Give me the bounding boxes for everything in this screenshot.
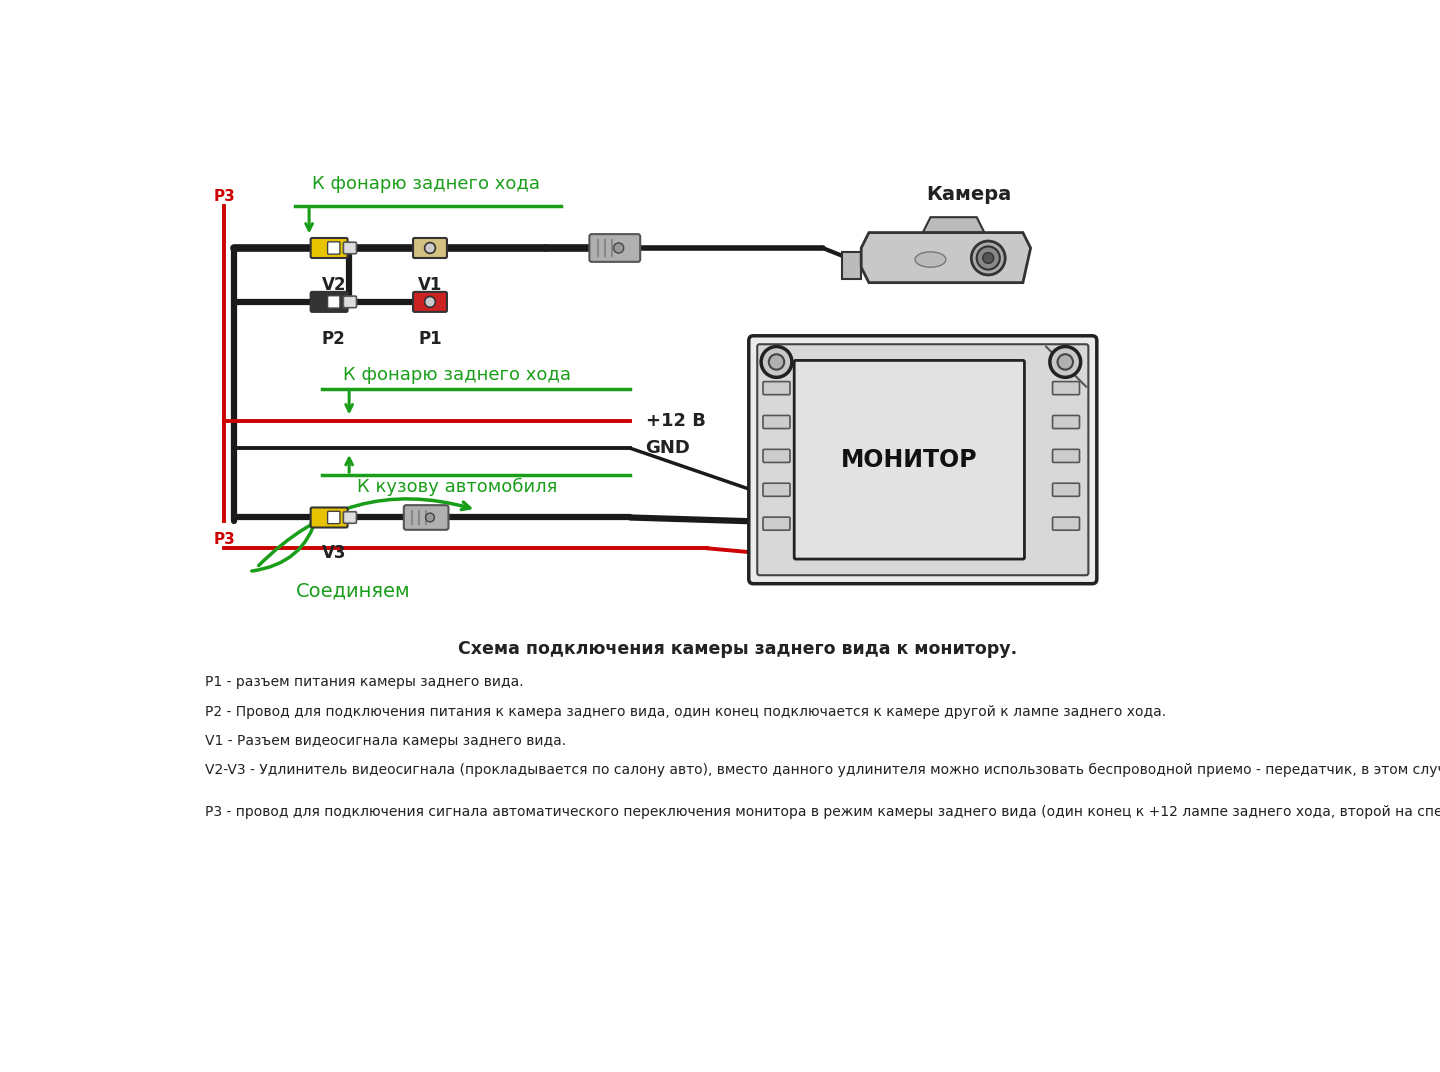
FancyBboxPatch shape <box>763 416 791 429</box>
FancyBboxPatch shape <box>343 242 357 254</box>
Circle shape <box>972 241 1005 274</box>
Text: GND: GND <box>645 440 690 457</box>
FancyBboxPatch shape <box>749 336 1097 584</box>
FancyBboxPatch shape <box>763 517 791 531</box>
FancyBboxPatch shape <box>327 511 340 523</box>
Text: P1: P1 <box>418 329 442 347</box>
FancyBboxPatch shape <box>311 292 347 312</box>
FancyBboxPatch shape <box>413 292 446 312</box>
Text: К фонарю заднего хода: К фонарю заднего хода <box>343 366 570 384</box>
Text: V1 - Разъем видеосигнала камеры заднего вида.: V1 - Разъем видеосигнала камеры заднего … <box>204 734 566 748</box>
Circle shape <box>1050 346 1080 377</box>
Text: V2: V2 <box>321 276 346 294</box>
FancyBboxPatch shape <box>763 483 791 496</box>
FancyBboxPatch shape <box>795 360 1024 560</box>
Circle shape <box>613 243 624 253</box>
Polygon shape <box>923 218 985 233</box>
Text: Схема подключения камеры заднего вида к монитору.: Схема подключения камеры заднего вида к … <box>458 640 1018 658</box>
Text: P2: P2 <box>323 329 346 347</box>
FancyBboxPatch shape <box>413 238 446 258</box>
Text: P3: P3 <box>213 532 235 547</box>
FancyBboxPatch shape <box>1053 382 1080 394</box>
FancyBboxPatch shape <box>1053 449 1080 462</box>
Text: Р3 - провод для подключения сигнала автоматического переключения монитора в режи: Р3 - провод для подключения сигнала авто… <box>204 805 1440 819</box>
FancyBboxPatch shape <box>1053 483 1080 496</box>
FancyBboxPatch shape <box>763 382 791 394</box>
FancyBboxPatch shape <box>1053 517 1080 531</box>
FancyBboxPatch shape <box>763 449 791 462</box>
Text: МОНИТОР: МОНИТОР <box>841 448 978 472</box>
Circle shape <box>769 354 785 370</box>
Text: P3: P3 <box>213 189 235 204</box>
Text: К кузову автомобиля: К кузову автомобиля <box>357 477 557 496</box>
Circle shape <box>984 253 994 264</box>
Text: P2 - Провод для подключения питания к камера заднего вида, один конец подключает: P2 - Провод для подключения питания к ка… <box>204 704 1166 718</box>
Polygon shape <box>842 252 861 279</box>
Circle shape <box>425 297 435 308</box>
Text: V2-V3 - Удлинитель видеосигнала (прокладывается по салону авто), вместо данного : V2-V3 - Удлинитель видеосигнала (проклад… <box>204 763 1440 777</box>
Text: +12 В: +12 В <box>645 413 706 430</box>
FancyBboxPatch shape <box>311 238 347 258</box>
FancyBboxPatch shape <box>589 234 641 262</box>
Text: V3: V3 <box>321 544 346 562</box>
FancyBboxPatch shape <box>403 505 448 530</box>
Circle shape <box>976 247 999 269</box>
FancyBboxPatch shape <box>1053 416 1080 429</box>
FancyBboxPatch shape <box>757 344 1089 576</box>
FancyBboxPatch shape <box>343 296 357 308</box>
Text: Камера: Камера <box>926 184 1012 204</box>
Text: P1 - разъем питания камеры заднего вида.: P1 - разъем питания камеры заднего вида. <box>204 675 524 689</box>
Circle shape <box>762 346 792 377</box>
FancyBboxPatch shape <box>311 507 347 527</box>
Text: V1: V1 <box>418 276 442 294</box>
Polygon shape <box>861 233 1031 283</box>
Text: Соединяем: Соединяем <box>295 581 410 600</box>
FancyBboxPatch shape <box>327 242 340 254</box>
FancyBboxPatch shape <box>343 511 357 523</box>
Ellipse shape <box>914 252 946 267</box>
FancyBboxPatch shape <box>327 296 340 308</box>
Circle shape <box>426 513 435 522</box>
Circle shape <box>1057 354 1073 370</box>
Text: К фонарю заднего хода: К фонарю заднего хода <box>312 175 540 193</box>
Circle shape <box>425 242 435 253</box>
